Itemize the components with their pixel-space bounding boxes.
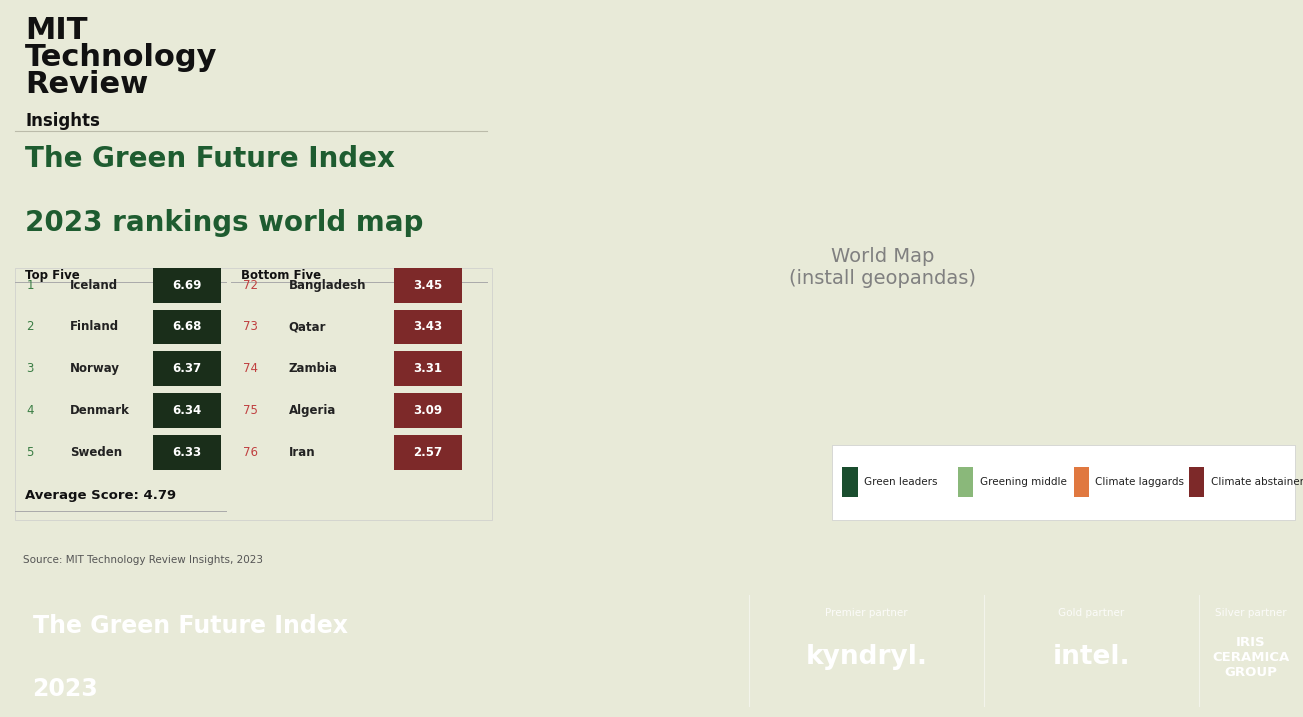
Text: 2023: 2023 — [33, 677, 98, 701]
Text: Bottom Five: Bottom Five — [241, 269, 321, 282]
Text: Algeria: Algeria — [288, 404, 336, 417]
Text: 3.31: 3.31 — [413, 362, 442, 375]
Bar — [152, 310, 220, 344]
Bar — [16, 268, 491, 520]
Bar — [1190, 467, 1204, 497]
Text: Premier partner: Premier partner — [825, 608, 908, 618]
Text: 74: 74 — [244, 362, 258, 375]
Bar — [394, 435, 461, 470]
Text: World Map
(install geopandas): World Map (install geopandas) — [790, 247, 976, 288]
Text: 3: 3 — [26, 362, 34, 375]
Text: Insights: Insights — [25, 113, 100, 130]
Text: MIT
Technology
Review: MIT Technology Review — [25, 16, 218, 100]
Bar — [1074, 467, 1089, 497]
Text: 6.69: 6.69 — [172, 279, 202, 292]
Text: 2023 rankings world map: 2023 rankings world map — [25, 209, 423, 237]
Text: Average Score: 4.79: Average Score: 4.79 — [25, 489, 176, 502]
Text: Zambia: Zambia — [288, 362, 337, 375]
Bar — [394, 393, 461, 428]
Text: Finland: Finland — [70, 320, 120, 333]
Text: 6.34: 6.34 — [172, 404, 202, 417]
FancyBboxPatch shape — [833, 445, 1295, 520]
Text: Iceland: Iceland — [70, 279, 119, 292]
Text: Bangladesh: Bangladesh — [288, 279, 366, 292]
Bar — [394, 310, 461, 344]
Text: 3.43: 3.43 — [413, 320, 442, 333]
Text: Silver partner: Silver partner — [1216, 608, 1286, 618]
Text: 2: 2 — [26, 320, 34, 333]
Text: Source: MIT Technology Review Insights, 2023: Source: MIT Technology Review Insights, … — [23, 555, 263, 565]
Text: 72: 72 — [244, 279, 258, 292]
Text: Iran: Iran — [288, 446, 315, 459]
Text: 3.09: 3.09 — [413, 404, 442, 417]
Text: Climate abstainers: Climate abstainers — [1210, 477, 1303, 487]
Bar — [152, 267, 220, 303]
Bar — [394, 267, 461, 303]
Text: 6.68: 6.68 — [172, 320, 202, 333]
Bar — [152, 351, 220, 386]
Text: IRIS
CERAMICA
GROUP: IRIS CERAMICA GROUP — [1212, 636, 1290, 679]
Text: Denmark: Denmark — [70, 404, 130, 417]
Text: 5: 5 — [26, 446, 34, 459]
Text: 6.33: 6.33 — [172, 446, 202, 459]
Text: Gold partner: Gold partner — [1058, 608, 1124, 618]
Text: The Green Future Index: The Green Future Index — [25, 145, 395, 173]
Text: Greening middle: Greening middle — [980, 477, 1067, 487]
Text: Norway: Norway — [70, 362, 120, 375]
Text: Top Five: Top Five — [25, 269, 79, 282]
Text: 6.37: 6.37 — [172, 362, 202, 375]
Text: 2.57: 2.57 — [413, 446, 442, 459]
Bar — [152, 393, 220, 428]
Text: 3.45: 3.45 — [413, 279, 442, 292]
Text: Green leaders: Green leaders — [864, 477, 938, 487]
Bar — [152, 435, 220, 470]
Text: 76: 76 — [244, 446, 258, 459]
Text: The Green Future Index: The Green Future Index — [33, 614, 348, 637]
Bar — [958, 467, 973, 497]
Text: Sweden: Sweden — [70, 446, 122, 459]
Text: intel.: intel. — [1053, 645, 1130, 670]
Text: Qatar: Qatar — [288, 320, 326, 333]
Bar — [843, 467, 857, 497]
Text: kyndryl.: kyndryl. — [805, 645, 928, 670]
Text: 73: 73 — [244, 320, 258, 333]
Text: 4: 4 — [26, 404, 34, 417]
Text: 75: 75 — [244, 404, 258, 417]
Text: 1: 1 — [26, 279, 34, 292]
Bar — [394, 351, 461, 386]
Text: Climate laggards: Climate laggards — [1096, 477, 1184, 487]
